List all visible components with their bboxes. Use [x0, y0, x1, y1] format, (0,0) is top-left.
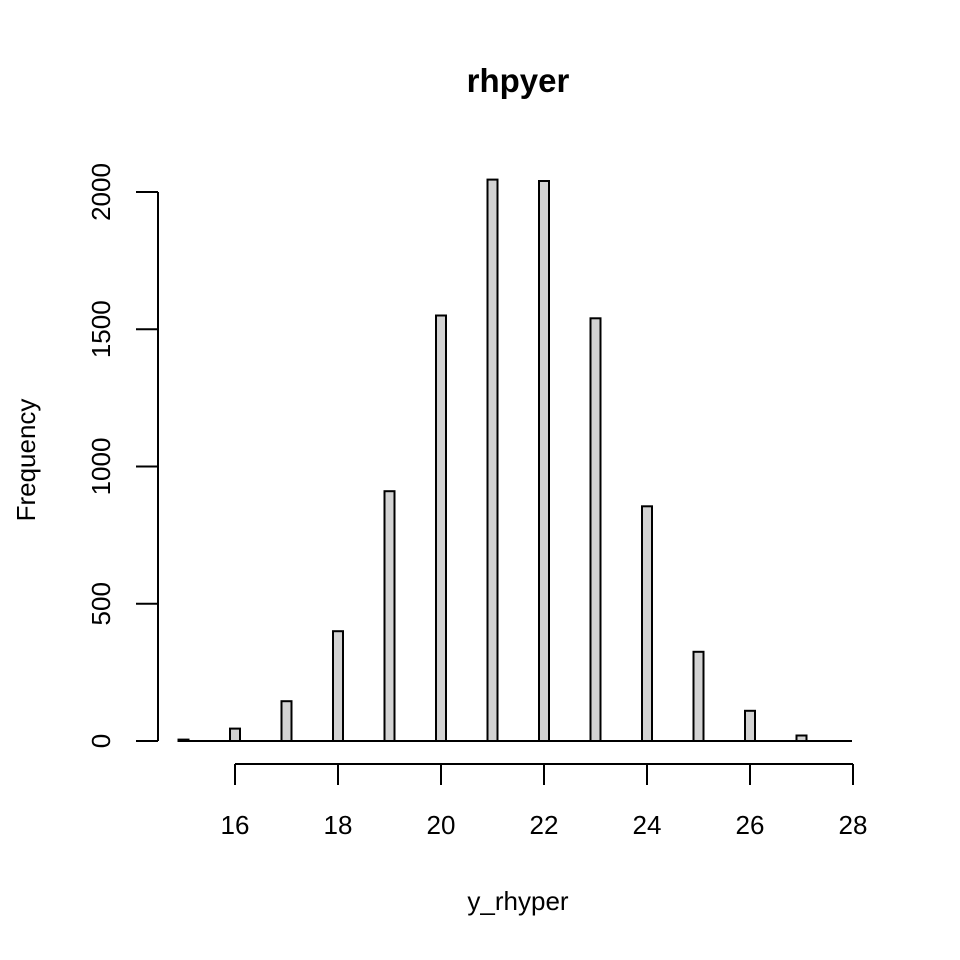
x-axis-label: y_rhyper: [467, 886, 568, 916]
x-tick-label: 26: [736, 810, 765, 840]
bar-24: [641, 505, 653, 742]
x-tick-label: 20: [427, 810, 456, 840]
bar-16: [229, 727, 241, 742]
bar-19: [383, 490, 396, 743]
x-tick-label: 28: [839, 810, 868, 840]
x-tick-label: 22: [530, 810, 559, 840]
bar-26: [744, 709, 756, 742]
bar-21: [486, 178, 499, 743]
x-axis: 16 18 20 22 24 26 28: [221, 763, 868, 840]
y-axis-label: Frequency: [11, 399, 41, 522]
bar-20: [435, 314, 447, 742]
y-axis: 0 500 1000 1500 2000: [86, 163, 159, 748]
chart-title: rhpyer: [467, 62, 570, 99]
y-tick-label: 2000: [86, 163, 116, 221]
y-tick-label: 0: [86, 734, 116, 748]
bar-18: [332, 630, 344, 743]
bars-group: [177, 178, 808, 743]
bar-23: [589, 317, 602, 742]
x-tick-label: 16: [221, 810, 250, 840]
x-tick-label: 18: [324, 810, 353, 840]
bar-17: [280, 700, 293, 743]
bar-22: [538, 180, 550, 742]
x-tick-label: 24: [633, 810, 662, 840]
bar-25: [692, 650, 705, 742]
y-tick-label: 1500: [86, 300, 116, 358]
y-tick-label: 1000: [86, 438, 116, 496]
y-tick-label: 500: [86, 582, 116, 625]
